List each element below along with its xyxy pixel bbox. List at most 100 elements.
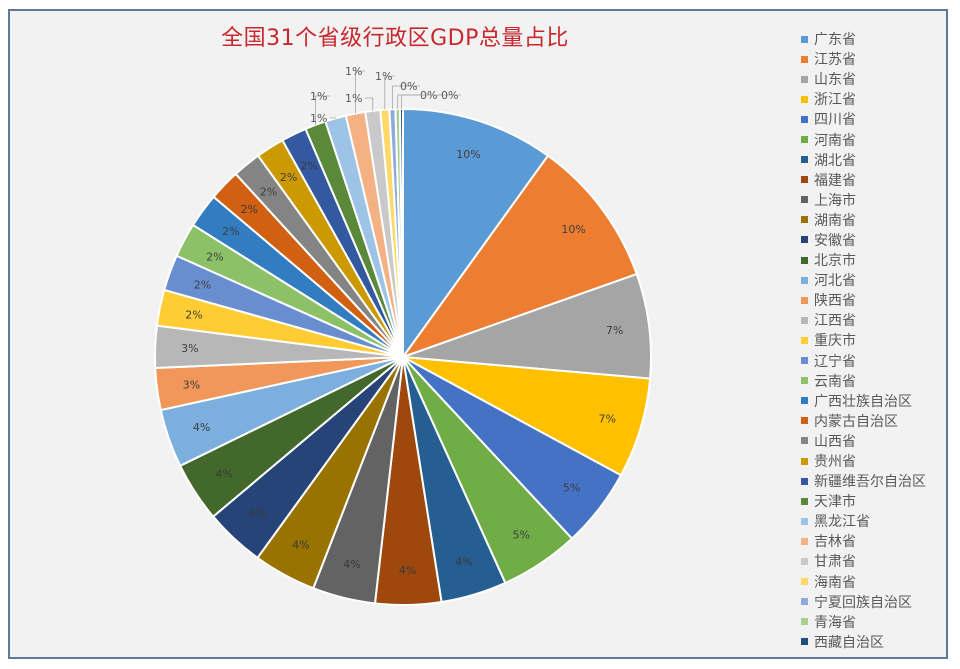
legend-label: 江苏省 <box>814 52 856 69</box>
legend-label: 上海市 <box>814 192 856 209</box>
legend-item: 辽宁省 <box>801 351 951 371</box>
chart-title-text: 全国31个省级行政区GDP总量占比 <box>221 26 569 51</box>
legend-swatch-icon <box>801 598 808 606</box>
legend-item: 海南省 <box>801 572 951 592</box>
slice-label: 2% <box>185 309 202 322</box>
legend-label: 内蒙古自治区 <box>814 413 898 430</box>
legend-swatch-icon <box>801 477 808 485</box>
legend-swatch-icon <box>801 618 808 626</box>
legend-swatch-icon <box>801 638 808 646</box>
slice-label: 10% <box>561 223 585 236</box>
legend-item: 甘肃省 <box>801 551 951 571</box>
legend-item: 山东省 <box>801 69 951 89</box>
legend-swatch-icon <box>801 457 808 465</box>
legend-label: 天津市 <box>814 494 856 511</box>
legend-item: 新疆维吾尔自治区 <box>801 471 951 491</box>
slice-label: 2% <box>194 278 211 291</box>
legend-item: 西藏自治区 <box>801 632 951 652</box>
legend-label: 安徽省 <box>814 232 856 249</box>
slice-label: 2% <box>222 225 239 238</box>
slice-label: 0% <box>441 89 458 102</box>
legend-label: 广西壮族自治区 <box>814 393 912 410</box>
legend-swatch-icon <box>801 256 808 264</box>
legend-label: 西藏自治区 <box>814 634 884 651</box>
slice-label: 0% <box>400 80 417 93</box>
legend-item: 重庆市 <box>801 330 951 350</box>
legend-item: 湖南省 <box>801 210 951 230</box>
legend-item: 宁夏回族自治区 <box>801 592 951 612</box>
legend-swatch-icon <box>801 136 808 144</box>
slice-label: 1% <box>375 70 392 83</box>
legend-item: 陕西省 <box>801 290 951 310</box>
legend-label: 甘肃省 <box>814 554 856 571</box>
slice-label: 4% <box>399 564 416 577</box>
leader-line <box>384 75 395 110</box>
legend-label: 重庆市 <box>814 333 856 350</box>
legend-swatch-icon <box>801 216 808 224</box>
legend-item: 贵州省 <box>801 451 951 471</box>
slice-label: 4% <box>455 555 472 568</box>
pie-slice <box>402 272 652 380</box>
slice-label: 4% <box>292 538 309 551</box>
leader-line <box>365 97 374 111</box>
legend-swatch-icon <box>801 316 808 324</box>
legend-label: 湖南省 <box>814 212 856 229</box>
legend-swatch-icon <box>801 578 808 586</box>
legend-label: 云南省 <box>814 373 856 390</box>
slice-label: 7% <box>606 324 623 337</box>
legend-item: 江苏省 <box>801 49 951 69</box>
slice-label: 1% <box>310 90 327 103</box>
legend-label: 宁夏回族自治区 <box>814 594 912 611</box>
legend-label: 山西省 <box>814 433 856 450</box>
legend-item: 山西省 <box>801 431 951 451</box>
legend-swatch-icon <box>801 55 808 63</box>
pie-slice <box>400 154 638 360</box>
legend-swatch-icon <box>801 497 808 505</box>
legend-item: 江西省 <box>801 310 951 330</box>
legend-swatch-icon <box>801 336 808 344</box>
legend-item: 河北省 <box>801 270 951 290</box>
slice-label: 1% <box>345 92 362 105</box>
legend-swatch-icon <box>801 377 808 385</box>
legend-swatch-icon <box>801 75 808 83</box>
legend-swatch-icon <box>801 196 808 204</box>
legend: 广东省 江苏省 山东省 浙江省 四川省 河南省 湖北省 福建省 上海市 湖南省 安徽省 北京市 河北省陕… <box>801 29 951 652</box>
legend-swatch-icon <box>801 557 808 565</box>
slice-label: 5% <box>512 529 529 542</box>
legend-label: 广东省 <box>814 32 856 49</box>
legend-label: 福建省 <box>814 172 856 189</box>
legend-label: 江西省 <box>814 313 856 330</box>
legend-item: 青海省 <box>801 612 951 632</box>
legend-item: 天津市 <box>801 491 951 511</box>
legend-label: 新疆维吾尔自治区 <box>814 474 926 491</box>
legend-label: 黑龙江省 <box>814 514 870 531</box>
legend-label: 陕西省 <box>814 293 856 310</box>
legend-swatch-icon <box>801 95 808 103</box>
legend-label: 辽宁省 <box>814 353 856 370</box>
pie-slice <box>402 107 550 361</box>
legend-label: 河南省 <box>814 132 856 149</box>
legend-item: 安徽省 <box>801 230 951 250</box>
slice-label: 2% <box>280 171 297 184</box>
slice-label: 3% <box>181 342 198 355</box>
legend-swatch-icon <box>801 35 808 43</box>
legend-label: 青海省 <box>814 614 856 631</box>
legend-item: 内蒙古自治区 <box>801 411 951 431</box>
legend-label: 吉林省 <box>814 534 856 551</box>
legend-swatch-icon <box>801 156 808 164</box>
slice-label: 4% <box>215 467 232 480</box>
legend-swatch-icon <box>801 397 808 405</box>
leader-line <box>355 70 365 114</box>
legend-swatch-icon <box>801 296 808 304</box>
legend-label: 四川省 <box>814 112 856 129</box>
legend-swatch-icon <box>801 437 808 445</box>
slice-label: 1% <box>310 112 327 125</box>
legend-item: 福建省 <box>801 170 951 190</box>
legend-item: 上海市 <box>801 190 951 210</box>
legend-swatch-icon <box>801 537 808 545</box>
legend-swatch-icon <box>801 236 808 244</box>
legend-swatch-icon <box>801 115 808 123</box>
legend-swatch-icon <box>801 417 808 425</box>
legend-item: 湖北省 <box>801 150 951 170</box>
